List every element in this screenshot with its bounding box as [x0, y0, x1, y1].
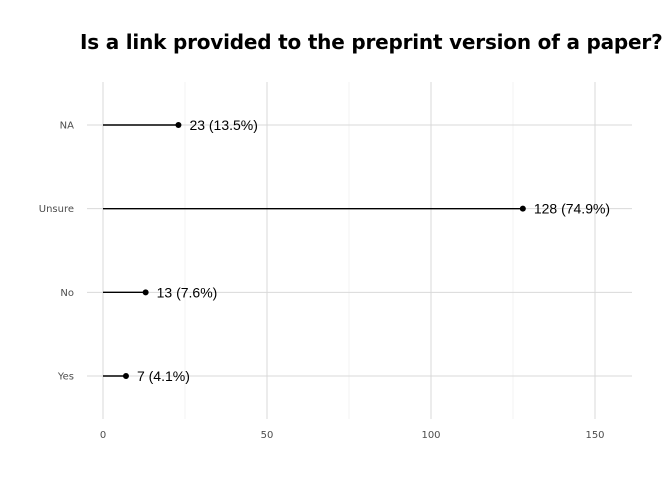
lollipop-point — [175, 122, 182, 128]
lollipop-point — [142, 289, 149, 296]
y-tick-label: Unsure — [39, 204, 74, 215]
x-tick-label: 50 — [261, 430, 274, 441]
y-tick-label: Yes — [57, 372, 74, 383]
y-tick-label: No — [60, 288, 74, 299]
chart-title: Is a link provided to the preprint versi… — [80, 30, 663, 54]
x-tick-label: 150 — [585, 430, 604, 441]
x-tick-label: 0 — [100, 430, 106, 441]
x-tick-label: 100 — [421, 430, 440, 441]
lollipop-point — [122, 373, 129, 379]
data-label: 128 (74.9%) — [534, 201, 610, 217]
labels-layer: 0 50 100 150 Yes No Unsure NA 7 (4.1%) 13 (7.6%) 1… — [39, 117, 610, 441]
data-label: 7 (4.1%) — [137, 368, 190, 384]
marks-layer — [103, 122, 526, 379]
y-tick-label: NA — [60, 121, 74, 132]
data-label: 13 (7.6%) — [157, 284, 218, 300]
data-label: 23 (13.5%) — [189, 117, 257, 133]
lollipop-point — [519, 205, 526, 212]
